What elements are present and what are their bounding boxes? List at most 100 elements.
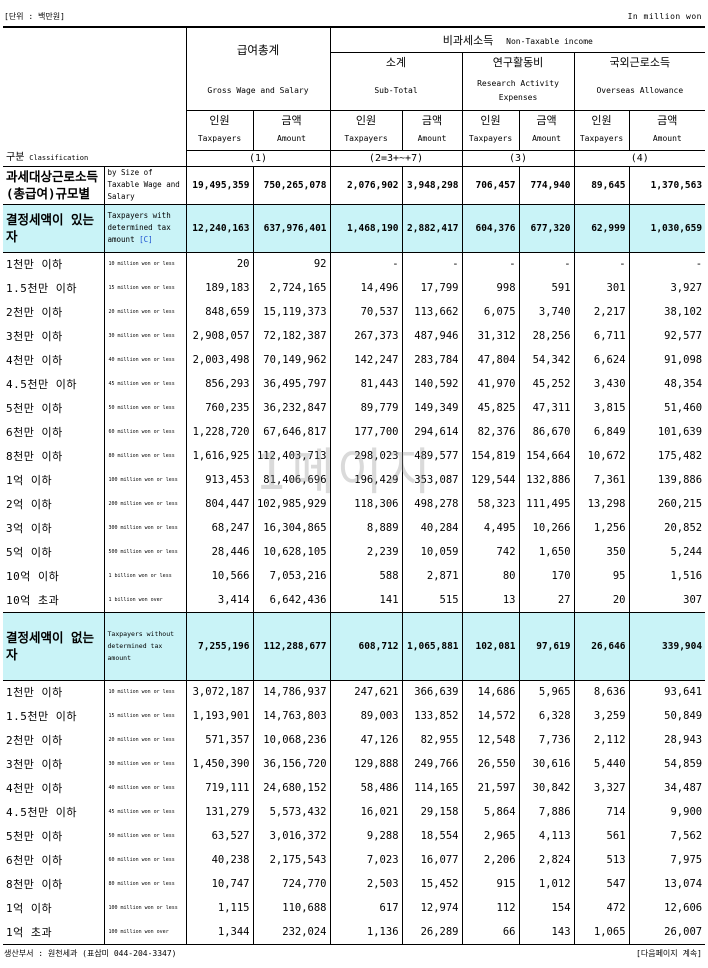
row-label: 5천만 이하: [3, 396, 105, 420]
row-label-english: 10 million won or less: [103, 680, 187, 704]
value-cell: 20,852: [628, 516, 706, 540]
value-cell: 604,376: [461, 203, 520, 253]
row-label: 결정세액이 없는 자: [3, 611, 105, 681]
footer-continued: [다음페이지 계속]: [636, 949, 702, 958]
value-cell: 12,606: [628, 896, 706, 920]
row-label-english: 30 million won or less: [103, 324, 187, 348]
value-cell: 366,639: [401, 680, 463, 704]
value-cell: 51,460: [628, 396, 706, 420]
value-cell: 498,278: [401, 492, 463, 516]
taxpayers-header: 인원 Taxpayers: [573, 110, 630, 151]
classification-header: 구분 Classification: [3, 26, 187, 167]
row-label: 과세대상근로소득(총급여)규모별: [3, 165, 105, 205]
value-cell: -: [329, 252, 403, 276]
value-cell: 1,136: [329, 920, 403, 945]
value-cell: 189,183: [185, 276, 254, 300]
table-row: 1.5천만 이하 15 million won or less 1,193,901 1…: [3, 704, 706, 728]
table-row: 2억 이하 200 million won or less 804,447 102,9…: [3, 492, 706, 516]
value-cell: 82,955: [401, 728, 463, 752]
amount-header: 금액 Amount: [628, 110, 706, 151]
value-cell: 9,900: [628, 800, 706, 824]
table-row: 1억 이하 100 million won or less 1,115 110,688…: [3, 896, 706, 920]
total-summary-row: 과세대상근로소득(총급여)규모별 by Size of Taxable Wage …: [3, 165, 706, 205]
value-cell: 6,642,436: [252, 588, 331, 612]
value-cell: 1,370,563: [628, 165, 706, 205]
value-cell: 307: [628, 588, 706, 612]
value-cell: 72,182,387: [252, 324, 331, 348]
value-cell: 30,616: [518, 752, 575, 776]
value-cell: 353,087: [401, 468, 463, 492]
row-label-english: 1 billion won or less: [103, 564, 187, 588]
value-cell: 26,007: [628, 920, 706, 945]
value-cell: 1,065: [573, 920, 630, 945]
value-cell: 20: [573, 588, 630, 612]
value-cell: 1,012: [518, 872, 575, 896]
value-cell: 47,311: [518, 396, 575, 420]
row-label: 8천만 이하: [3, 872, 105, 896]
value-cell: 6,711: [573, 324, 630, 348]
value-cell: 1,650: [518, 540, 575, 564]
row-label-english: 30 million won or less: [103, 752, 187, 776]
value-cell: 1,616,925: [185, 444, 254, 468]
value-cell: 260,215: [628, 492, 706, 516]
row-label: 8천만 이하: [3, 444, 105, 468]
value-cell: 113,662: [401, 300, 463, 324]
value-cell: 81,443: [329, 372, 403, 396]
value-cell: 14,496: [329, 276, 403, 300]
value-cell: 10,628,105: [252, 540, 331, 564]
value-cell: 706,457: [461, 165, 520, 205]
value-cell: 2,003,498: [185, 348, 254, 372]
value-cell: 4,495: [461, 516, 520, 540]
value-cell: 80: [461, 564, 520, 588]
value-cell: 3,414: [185, 588, 254, 612]
table-row: 8천만 이하 80 million won or less 1,616,925 112…: [3, 444, 706, 468]
value-cell: 112,403,713: [252, 444, 331, 468]
value-cell: 515: [401, 588, 463, 612]
row-label-english: 100 million won or less: [103, 896, 187, 920]
overseas-header-ko: 국외근로소득: [573, 52, 706, 72]
value-cell: 24,680,152: [252, 776, 331, 800]
value-cell: 118,306: [329, 492, 403, 516]
table-row: 4천만 이하 40 million won or less 2,003,498 70,…: [3, 348, 706, 372]
value-cell: 10,672: [573, 444, 630, 468]
table-row: 10억 이하 1 billion won or less 10,566 7,053,2…: [3, 564, 706, 588]
value-cell: 8,636: [573, 680, 630, 704]
value-cell: 547: [573, 872, 630, 896]
gross-wage-en: Gross Wage and Salary: [185, 72, 331, 111]
row-label-english: 15 million won or less: [103, 276, 187, 300]
value-cell: 591: [518, 276, 575, 300]
value-cell: 1,115: [185, 896, 254, 920]
value-cell: 13,074: [628, 872, 706, 896]
value-cell: 102,985,929: [252, 492, 331, 516]
group_b-summary-row: 결정세액이 없는 자 Taxpayers without determined t…: [3, 611, 706, 681]
value-cell: 14,686: [461, 680, 520, 704]
row-label-english: 100 million won or less: [103, 468, 187, 492]
value-cell: 6,328: [518, 704, 575, 728]
table-row: 5천만 이하 50 million won or less 63,527 3,016,…: [3, 824, 706, 848]
row-label-english: 100 million won over: [103, 920, 187, 945]
value-cell: 267,373: [329, 324, 403, 348]
value-cell: 913,453: [185, 468, 254, 492]
value-cell: -: [461, 252, 520, 276]
row-label-english: 500 million won or less: [103, 540, 187, 564]
row-label: 4.5천만 이하: [3, 372, 105, 396]
value-cell: 89,779: [329, 396, 403, 420]
row-label: 4천만 이하: [3, 348, 105, 372]
value-cell: 54,859: [628, 752, 706, 776]
value-cell: 101,639: [628, 420, 706, 444]
value-cell: 5,244: [628, 540, 706, 564]
value-cell: 1,030,659: [628, 203, 706, 253]
value-cell: 350: [573, 540, 630, 564]
value-cell: 4,113: [518, 824, 575, 848]
value-cell: 81,406,696: [252, 468, 331, 492]
row-label: 3천만 이하: [3, 752, 105, 776]
value-cell: 10,747: [185, 872, 254, 896]
value-cell: 47,804: [461, 348, 520, 372]
row-label-english: 50 million won or less: [103, 396, 187, 420]
value-cell: 26,646: [573, 611, 630, 681]
row-label: 2억 이하: [3, 492, 105, 516]
value-cell: -: [401, 252, 463, 276]
value-cell: 149,349: [401, 396, 463, 420]
row-label-english: 60 million won or less: [103, 420, 187, 444]
value-cell: 28,256: [518, 324, 575, 348]
